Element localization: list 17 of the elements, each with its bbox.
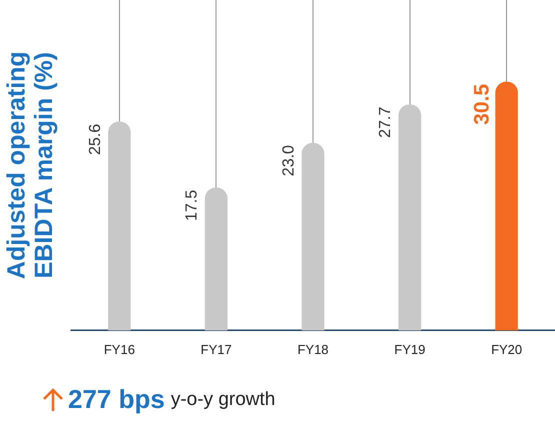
x-tick-label: FY19	[394, 342, 426, 357]
data-label: 25.6	[86, 124, 104, 156]
bar	[398, 104, 422, 330]
text: 277 bps y-o-y growth	[68, 384, 276, 415]
data-label: 17.5	[184, 190, 201, 222]
bar	[495, 82, 518, 330]
x-tick-label: FY18	[297, 342, 329, 357]
bar	[302, 142, 324, 330]
x-tick-label: FY20	[491, 342, 522, 357]
bar	[108, 122, 131, 330]
data-label: 27.7	[377, 106, 394, 138]
x-tick-label: FY16	[104, 342, 135, 357]
x-tick-label: FY17	[200, 342, 232, 357]
y-axis-title: Adjusted operating EBIDTA margin (%)	[2, 51, 58, 280]
data-label: 23.0	[280, 144, 298, 176]
bar	[204, 188, 228, 330]
data-label: 30.5	[470, 84, 494, 125]
